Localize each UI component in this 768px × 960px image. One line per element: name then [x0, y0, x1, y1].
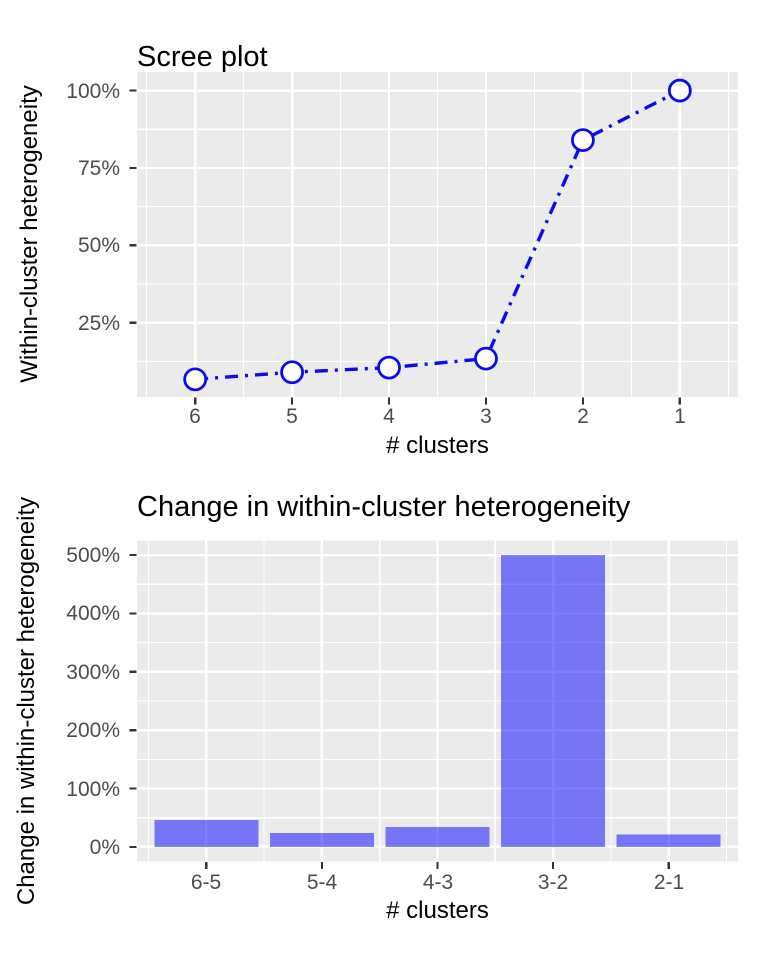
scree-y-tick-label: 25%: [77, 312, 120, 335]
scree-point-6: [183, 367, 208, 392]
scree-y-tick-label: 100%: [66, 80, 120, 103]
scree-point-3: [474, 346, 498, 371]
scree-x-tick-label: 3: [480, 405, 492, 428]
bar-5-4: [269, 832, 374, 847]
scree-point-1: [667, 78, 692, 103]
scree-y-tick-label: 75%: [77, 157, 120, 180]
scree-x-axis-title: # clusters: [386, 432, 489, 459]
change-chart-title: Change in within-cluster heterogeneity: [137, 491, 631, 523]
change-y-tick-label: 0%: [89, 836, 120, 859]
change-y-tick-label: 300%: [66, 661, 120, 684]
change-x-tick-label: 4-3: [422, 871, 454, 894]
scree-point-4: [377, 355, 401, 380]
scree-x-tick-label: 5: [286, 405, 298, 428]
change-x-tick-label: 6-5: [190, 871, 222, 894]
scree-y-axis-title: Within-cluster heterogeneity: [16, 85, 43, 383]
change-x-tick-label: 5-4: [306, 871, 338, 894]
change-y-tick-label: 100%: [66, 778, 120, 801]
bar-3-2: [501, 555, 606, 847]
scree-x-tick-label: 6: [189, 405, 201, 428]
change-y-tick-label: 400%: [66, 602, 120, 625]
change-x-tick-label: 3-2: [537, 871, 569, 894]
change-y-tick-label: 200%: [66, 719, 120, 742]
change-x-tick-label: 2-1: [653, 871, 685, 894]
scree-x-tick-label: 1: [674, 405, 686, 428]
bar-2-1: [616, 834, 721, 847]
bar-6-5: [154, 820, 259, 847]
scree-point-2: [571, 128, 595, 152]
scree-x-tick-label: 2: [577, 405, 589, 428]
scree-plot-title: Scree plot: [137, 41, 268, 73]
change-y-tick-label: 500%: [66, 544, 120, 567]
bar-4-3: [385, 827, 490, 847]
change-x-axis-title: # clusters: [386, 897, 489, 924]
scree-x-tick-label: 4: [383, 405, 395, 428]
scree-point-5: [280, 360, 304, 385]
scree-line: [195, 89, 681, 382]
scree-y-tick-label: 50%: [77, 234, 120, 257]
